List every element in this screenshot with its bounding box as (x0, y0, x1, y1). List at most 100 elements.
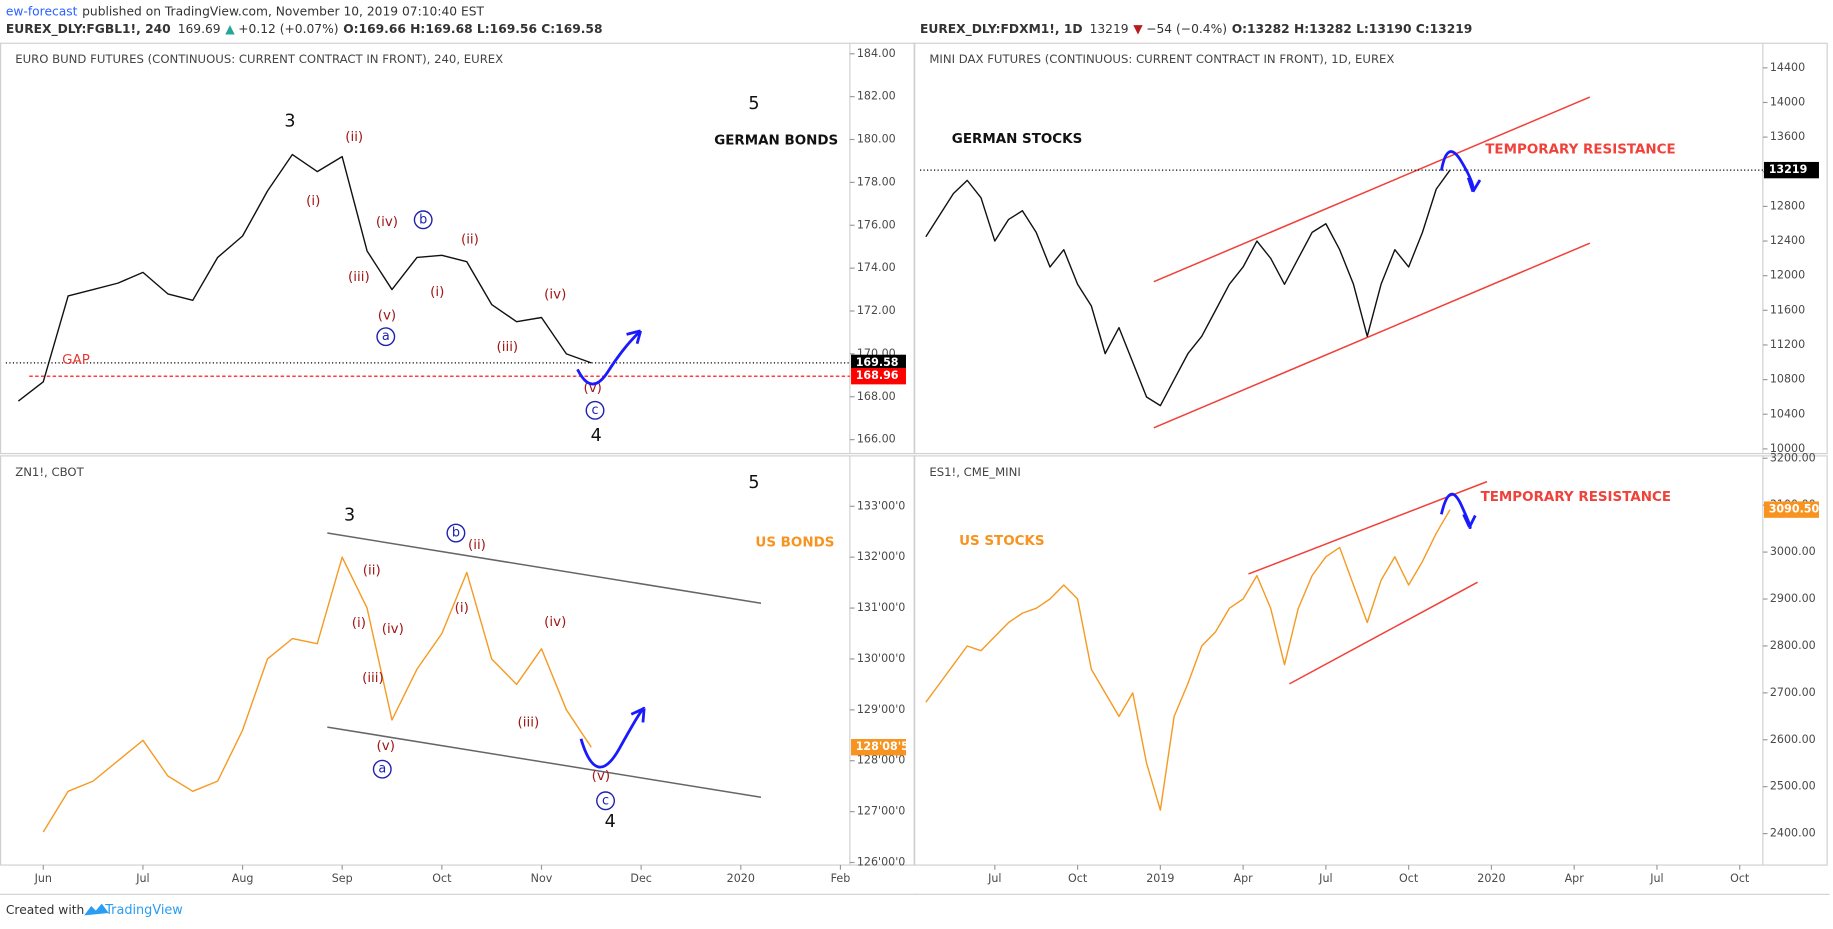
price-line (42, 556, 592, 833)
y-tick-label: 184.00 (857, 47, 896, 60)
panel-title: ZN1!, CBOT (15, 465, 84, 479)
arrow: ▲ (225, 22, 235, 36)
annotation: GERMAN STOCKS (952, 132, 1082, 147)
y-tick-label: 10000 (1770, 442, 1805, 455)
annotation: (iii) (518, 715, 540, 730)
wave-circle (596, 791, 616, 811)
annotation: (iii) (362, 671, 384, 686)
annotation: a (382, 329, 390, 344)
y-tick-label: 11600 (1770, 303, 1805, 316)
y-tick-label: 12400 (1770, 234, 1805, 247)
footer-brand[interactable]: TradingView (104, 903, 183, 918)
y-tick-label: 126'00'0 (857, 856, 905, 869)
symbol: EUREX_DLY:FGBL1!, 240 (6, 22, 171, 37)
last: 169.69 (178, 22, 221, 36)
annotation: 3 (284, 112, 295, 132)
y-tick-label: 168.00 (857, 390, 896, 403)
y-tick-label: 178.00 (857, 175, 896, 188)
last: 13219 (1090, 22, 1129, 36)
y-tick-label: 130'00'0 (857, 652, 905, 665)
y-tick-label: 10800 (1770, 373, 1805, 386)
x-tick-label: 2020 (1477, 872, 1505, 885)
x-tick-label: Jun (34, 872, 52, 885)
change: +0.12 (+0.07%) (238, 22, 338, 36)
annotation: (iv) (544, 288, 566, 303)
trend-line (1153, 242, 1591, 429)
y-tick-label: 133'00'0 (857, 499, 905, 512)
annotation: b (452, 526, 460, 541)
annotation: (i) (306, 194, 320, 209)
panel-border (913, 455, 1828, 866)
y-tick-label: 2800.00 (1770, 639, 1816, 652)
annotation: 4 (591, 426, 602, 446)
wave-circle (446, 523, 466, 543)
y-tick-label: 14000 (1770, 95, 1805, 108)
wave-circle (585, 400, 605, 420)
x-tick-label: Apr (1234, 872, 1254, 885)
x-tick-label: Dec (630, 872, 651, 885)
arrow-head (630, 707, 646, 723)
x-tick-label: Jul (1318, 872, 1332, 885)
annotation: 5 (748, 94, 759, 114)
annotation: (iii) (348, 270, 370, 285)
published: published on TradingView.com, November 1… (82, 4, 484, 18)
y-tick-label: 2600.00 (1770, 733, 1816, 746)
y-tick-label: 11200 (1770, 338, 1805, 351)
x-tick-label: 2019 (1146, 872, 1174, 885)
x-tick-label: Jul (987, 872, 1001, 885)
ohlc: O:13282 H:13282 L:13190 C:13219 (1232, 22, 1473, 36)
price-label: 3090.50 (1769, 503, 1820, 516)
y-tick-label: 127'00'0 (857, 805, 905, 818)
price-line (17, 153, 592, 402)
panel-title: MINI DAX FUTURES (CONTINUOUS: CURRENT CO… (929, 52, 1394, 66)
annotation: (iv) (544, 615, 566, 630)
annotation: (v) (377, 739, 395, 754)
y-tick-label: 10400 (1770, 407, 1805, 420)
author[interactable]: ew-forecast (6, 4, 78, 18)
annotation: GERMAN BONDS (714, 133, 838, 148)
y-tick-label: 14400 (1770, 61, 1805, 74)
annotation: (iv) (382, 622, 404, 637)
publish-line: ew-forecast published on TradingView.com,… (6, 4, 485, 18)
y-tick-label: 2500.00 (1770, 780, 1816, 793)
y-tick-label: 13600 (1770, 130, 1805, 143)
annotation: (iv) (376, 215, 398, 230)
y-tick-label: 172.00 (857, 304, 896, 317)
price-label: 169.58 (856, 356, 899, 369)
y-tick-label: 182.00 (857, 90, 896, 103)
y-tick-label: 166.00 (857, 433, 896, 446)
x-tick-label: Apr (1565, 872, 1585, 885)
price-label-box (851, 354, 906, 372)
annotation: (ii) (345, 130, 363, 145)
x-tick-label: Jul (135, 872, 149, 885)
y-tick-label: 2900.00 (1770, 592, 1816, 605)
projection-arrow (576, 329, 642, 386)
x-tick-label: Nov (531, 872, 553, 885)
panel-title: ES1!, CME_MINI (929, 465, 1020, 479)
annotation: TEMPORARY RESISTANCE (1481, 490, 1671, 505)
annotation: TEMPORARY RESISTANCE (1485, 143, 1675, 158)
change: −54 (−0.4%) (1146, 22, 1227, 36)
footer-text: Created with (6, 903, 84, 917)
x-tick-label: Oct (432, 872, 452, 885)
annotation: 3 (344, 506, 355, 526)
y-tick-label: 174.00 (857, 261, 896, 274)
arrow-head (1462, 513, 1477, 528)
legend-left: EUREX_DLY:FGBL1!, 240 169.69 ▲ +0.12 (+0.07… (6, 22, 603, 37)
price-line (925, 509, 1451, 811)
wave-circle (372, 759, 392, 779)
y-tick-label: 132'00'0 (857, 550, 905, 563)
annotation: (ii) (363, 563, 381, 578)
brand-logo (84, 903, 109, 916)
annotation: (ii) (461, 233, 479, 248)
y-tick-label: 180.00 (857, 133, 896, 146)
annotation: (v) (378, 309, 396, 324)
arrow-head (626, 329, 642, 345)
price-label-box (851, 739, 906, 756)
y-tick-label: 3000.00 (1770, 545, 1816, 558)
annotation: GAP (62, 353, 90, 368)
annotation: US STOCKS (959, 534, 1045, 549)
